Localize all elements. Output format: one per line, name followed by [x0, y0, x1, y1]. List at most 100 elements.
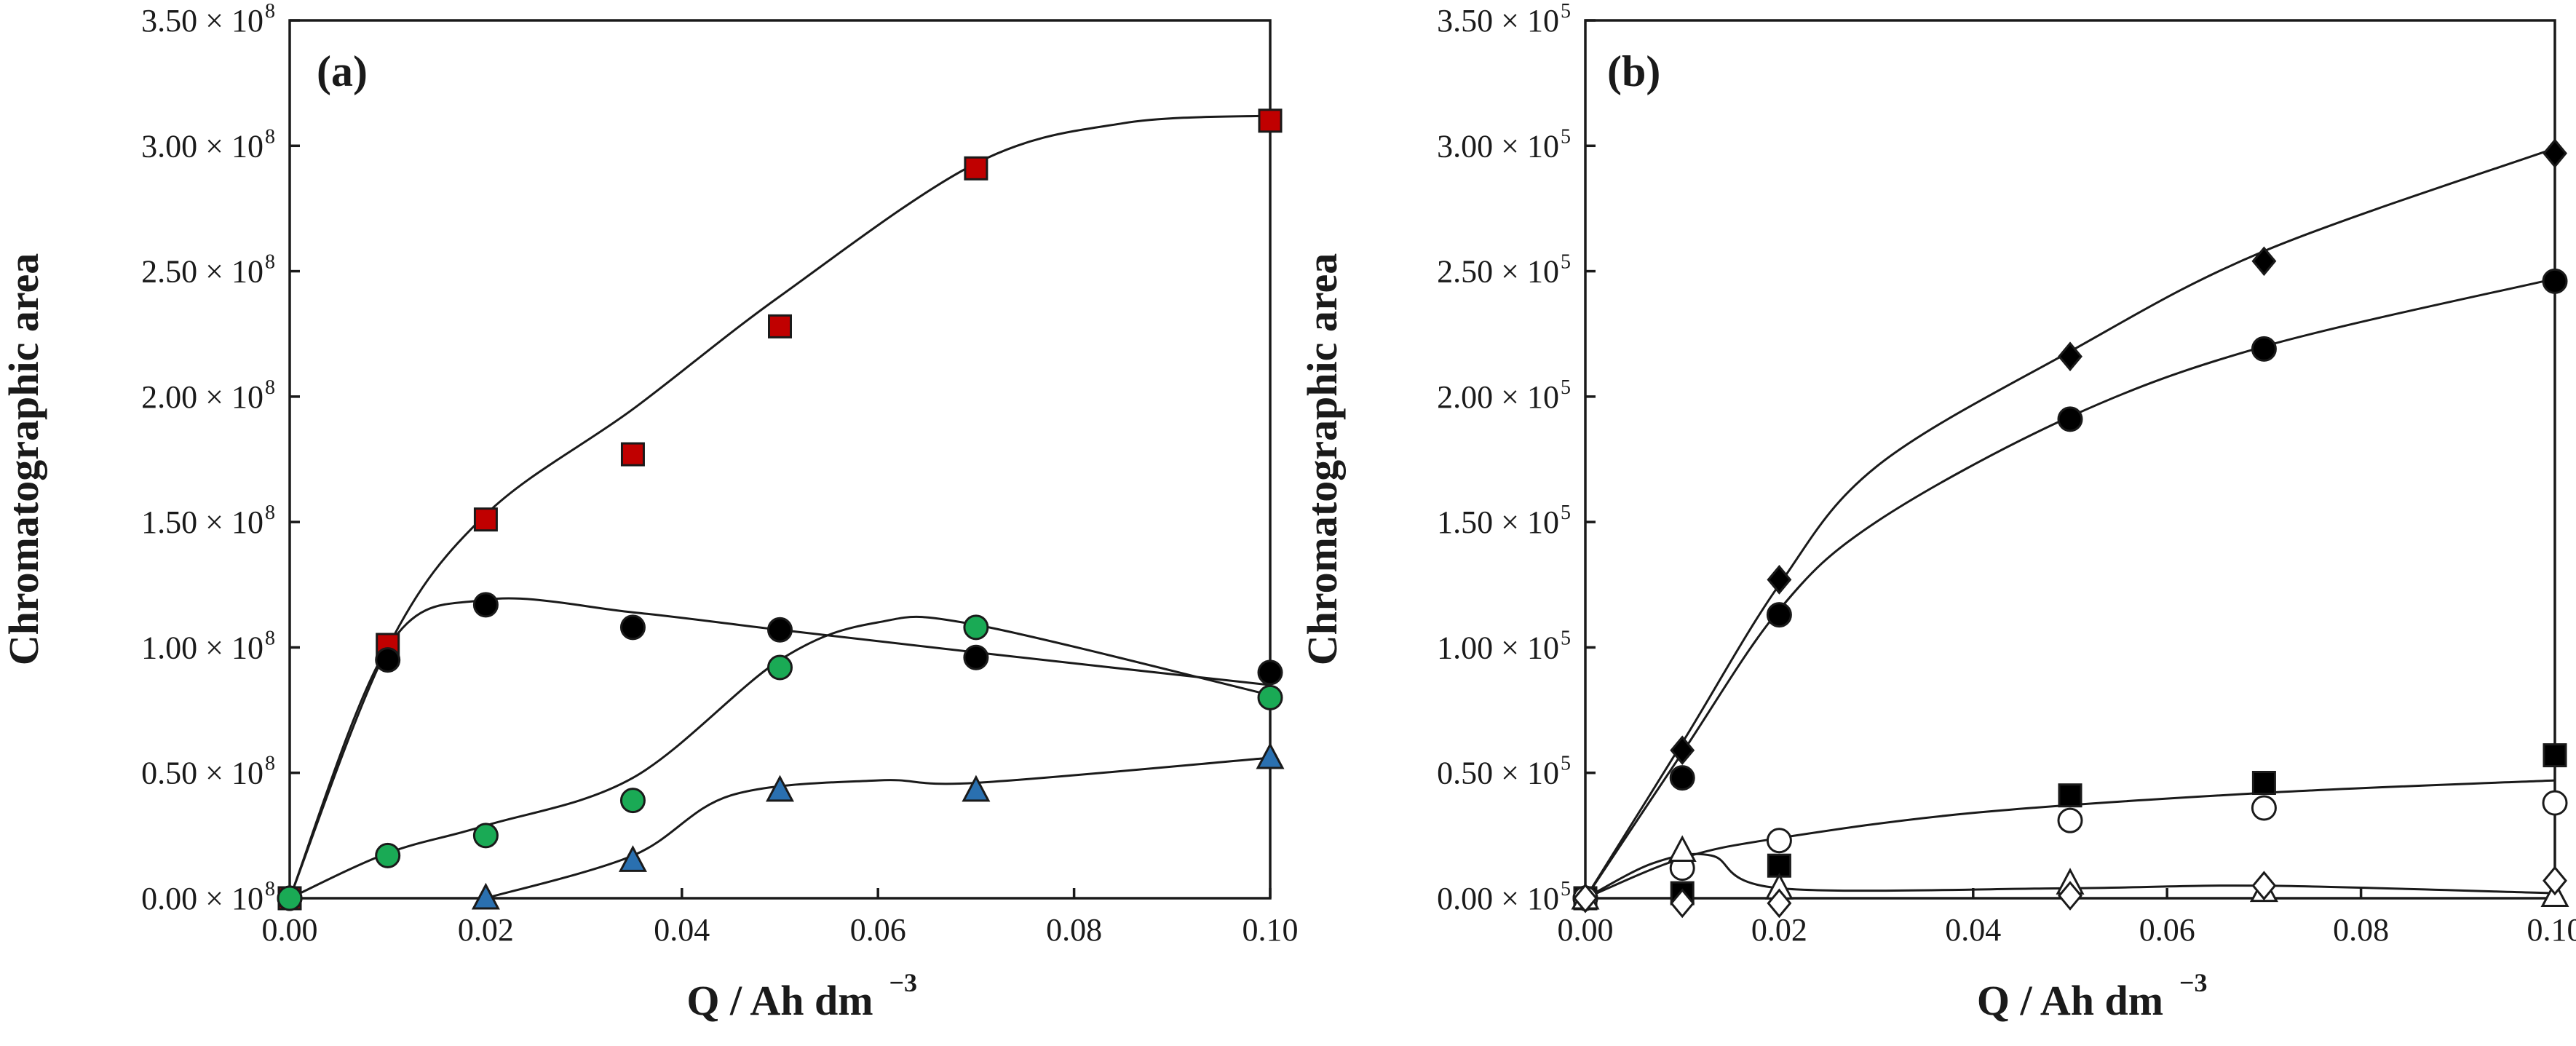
x-axis-title: Q / Ah dm [686, 977, 873, 1024]
data-point-triangle [962, 774, 991, 802]
data-point-diamond [2543, 138, 2567, 168]
data-point-triangle [618, 845, 647, 872]
y-tick-label: 2.50 × 10 [1437, 254, 1559, 290]
data-point-circle [472, 823, 499, 849]
x-tick-label: 0.08 [1046, 912, 1102, 948]
x-tick-label: 0.06 [2139, 912, 2195, 948]
data-point-circle [619, 614, 646, 641]
y-tick-exponent: 8 [265, 251, 275, 274]
y-tick-label: 3.00 × 10 [1437, 128, 1559, 164]
x-tick-label: 0.00 [1558, 912, 1614, 948]
data-point-circle [2057, 406, 2083, 432]
data-point-diamond [1767, 888, 1792, 919]
data-point-diamond [2058, 881, 2082, 911]
data-point-diamond [1767, 565, 1792, 595]
panel-b: 0.00 0.02 0.04 0.06 0.08 0.100.00 × 10 50.50 ×… [1299, 0, 2576, 1024]
data-point-square [964, 156, 988, 181]
x-axis-title-exponent: −3 [889, 968, 918, 997]
data-point-diamond [1670, 735, 1695, 766]
data-point-circle [2542, 790, 2568, 816]
x-tick-label: 0.10 [1243, 912, 1299, 948]
data-point-circle [1669, 765, 1695, 791]
y-tick-label: 2.00 × 10 [1437, 379, 1559, 415]
data-point-square [620, 442, 645, 467]
y-tick-exponent: 8 [265, 0, 275, 23]
x-tick-label: 0.10 [2527, 912, 2576, 948]
data-point-circle [1766, 602, 1792, 628]
data-point-triangle [1256, 742, 1285, 769]
y-tick-label: 1.00 × 10 [141, 630, 263, 665]
data-point-diamond [2058, 341, 2082, 372]
data-point-triangle [766, 774, 794, 802]
x-axis-title: Q / Ah dm [1977, 977, 2163, 1024]
y-tick-label: 0.50 × 10 [141, 756, 263, 791]
y-tick-exponent: 5 [1561, 376, 1571, 399]
y-axis-title: Chromatographic area [1299, 253, 1346, 666]
data-point-triangle [471, 882, 500, 910]
panel-a: 0.00 0.02 0.04 0.06 0.08 0.100.00 × 10 80.50 ×… [0, 0, 1299, 1024]
data-point-diamond [1573, 883, 1598, 914]
data-point-circle [1257, 659, 1283, 686]
plot-frame [288, 19, 1272, 900]
data-point-square [473, 507, 498, 532]
y-tick-exponent: 8 [265, 753, 275, 775]
x-tick-label: 0.00 [262, 912, 318, 948]
x-tick-label: 0.04 [1945, 912, 2001, 948]
data-point-circle [767, 617, 793, 643]
y-tick-label: 2.00 × 10 [141, 379, 263, 415]
data-point-square [2251, 770, 2276, 795]
y-tick-exponent: 8 [265, 878, 275, 900]
data-point-circle [2057, 807, 2083, 833]
y-tick-label: 0.00 × 10 [1437, 881, 1559, 916]
data-point-diamond [2251, 246, 2277, 277]
data-point-triangle [1668, 835, 1697, 863]
data-point-square [768, 314, 792, 338]
fit-curve [485, 756, 1271, 900]
data-point-diamond [2543, 865, 2567, 896]
y-tick-exponent: 5 [1561, 125, 1571, 148]
data-point-circle [963, 644, 989, 670]
data-point-square [2543, 743, 2567, 768]
data-point-circle [277, 885, 303, 911]
y-tick-label: 1.00 × 10 [1437, 630, 1559, 665]
data-point-circle [2251, 336, 2277, 362]
y-tick-label: 1.50 × 10 [1437, 504, 1559, 540]
data-point-circle [2542, 268, 2568, 294]
data-point-circle [375, 647, 401, 673]
data-point-circle [1766, 828, 1792, 854]
panel-label: (a) [317, 47, 368, 95]
y-tick-exponent: 8 [265, 125, 275, 148]
y-tick-label: 1.50 × 10 [141, 504, 263, 540]
y-tick-exponent: 8 [265, 502, 275, 524]
x-tick-label: 0.04 [654, 912, 710, 948]
y-tick-exponent: 5 [1561, 502, 1571, 524]
y-tick-label: 0.50 × 10 [1437, 756, 1559, 791]
data-point-diamond [1670, 888, 1695, 919]
y-tick-label: 3.50 × 10 [141, 3, 263, 39]
data-point-circle [1257, 684, 1283, 710]
data-point-circle [963, 614, 989, 641]
x-tick-label: 0.02 [458, 912, 514, 948]
data-point-diamond [2251, 871, 2277, 901]
data-point-circle [472, 592, 499, 618]
y-tick-exponent: 8 [265, 627, 275, 649]
y-tick-exponent: 8 [265, 376, 275, 399]
y-tick-label: 0.00 × 10 [141, 881, 263, 916]
y-tick-label: 2.50 × 10 [141, 254, 263, 290]
y-tick-label: 3.50 × 10 [1437, 3, 1559, 39]
data-point-circle [767, 654, 793, 681]
y-axis-title: Chromatographic area [0, 253, 47, 666]
y-tick-exponent: 5 [1561, 627, 1571, 649]
panel-label: (b) [1607, 47, 1660, 95]
data-point-circle [619, 788, 646, 814]
data-point-square [2058, 783, 2082, 808]
x-axis-title-exponent: −3 [2179, 968, 2208, 997]
data-point-circle [375, 842, 401, 868]
data-point-circle [2251, 795, 2277, 821]
y-tick-exponent: 5 [1561, 251, 1571, 274]
fit-curve [289, 615, 1271, 900]
x-tick-label: 0.08 [2333, 912, 2389, 948]
x-tick-label: 0.06 [850, 912, 906, 948]
